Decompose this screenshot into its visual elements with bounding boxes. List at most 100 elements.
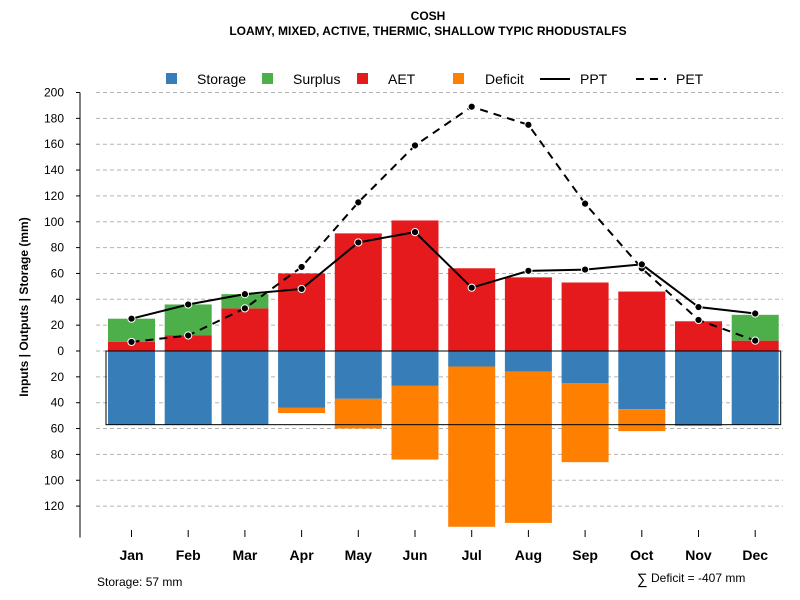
storage-bar [618,351,666,410]
chart-subtitle: LOAMY, MIXED, ACTIVE, THERMIC, SHALLOW T… [229,24,626,38]
sigma-icon: ∑ [637,571,648,588]
surplus-bar [731,314,779,341]
x-tick-label: Apr [290,547,315,563]
aet-bar [731,340,779,351]
surplus-bar [221,294,269,309]
pet-point [297,262,306,272]
ppt-point [240,290,249,299]
legend-label: Deficit [485,71,524,87]
storage-bar [334,351,382,399]
y-tick-label: 40 [51,396,65,410]
x-tick-label: Mar [232,547,257,563]
surplus-bar [108,318,155,342]
aet-bar [618,291,666,351]
pet-point [240,304,249,313]
bars [108,220,779,527]
legend-label: PPT [580,71,608,87]
x-tick-label: Nov [685,547,712,563]
y-tick-label: 180 [44,111,64,125]
aet-bar [561,282,609,351]
y-tick-label: 120 [44,499,64,513]
deficit-bar [504,371,552,523]
chart-title: COSH [411,9,446,23]
x-tick-label: May [345,547,372,563]
pet-point [354,198,363,207]
surplus-bar [164,304,212,336]
y-tick-label: 40 [51,292,65,306]
x-tick-label: Aug [515,547,542,563]
deficit-bar [334,398,382,429]
y-tick-label: 60 [51,422,65,436]
y-tick-label: 140 [44,163,64,177]
ppt-line [131,231,756,320]
pet-point [581,199,590,208]
storage-bar [221,351,269,425]
storage-bar [675,351,722,425]
x-tick-label: Jan [119,547,143,563]
ppt-point [751,309,760,318]
deficit-bar [561,383,609,463]
pet-point [751,336,760,345]
y-tick-label: 120 [44,189,64,203]
y-tick-label: 0 [57,344,64,358]
deficit-bar [391,385,439,460]
legend-label: Storage [197,71,246,87]
x-tick-label: Sep [572,547,598,563]
ppt-point [410,227,420,237]
legend-label: Surplus [293,71,340,87]
pet-point [467,102,476,111]
legend-swatch [262,73,273,84]
x-tick-label: Dec [742,547,768,563]
x-axis: Jan Feb Mar Apr May Jun Jul Aug Sep Oct Nov Dec [119,530,768,563]
deficit-bar [448,366,496,527]
pet-point [524,120,533,129]
deficit-bar [675,424,722,426]
storage-bar [391,351,439,386]
aet-bar [391,220,439,351]
aet-bar [164,335,212,351]
y-tick-label: 20 [51,318,65,332]
y-tick-label: 100 [44,215,64,229]
storage-note: Storage: 57 mm [97,575,182,589]
legend-swatch [453,73,464,84]
ppt-point [581,265,590,274]
pet-point [694,315,703,325]
legend-swatch [357,73,368,84]
x-tick-label: Jun [403,547,428,563]
ppt-point [297,284,306,294]
y-tick-label: 60 [51,266,65,280]
aet-bar [448,268,496,351]
legend-label: PET [676,71,704,87]
pet-point [410,141,420,150]
ppt-point [694,302,703,312]
legend-swatch [166,73,177,84]
y-tick-label: 80 [51,241,65,255]
ppt-point [637,260,646,269]
grid-lines [96,92,783,507]
y-tick-label: 100 [44,473,64,487]
series-lines [127,102,760,347]
storage-bar [504,351,552,372]
deficit-bar [618,409,666,432]
legend-label: AET [388,71,416,87]
x-tick-label: Jul [462,547,482,563]
aet-bar [504,277,552,351]
y-axis-label: Inputs | Outputs | Storage (mm) [17,217,31,396]
pet-point [127,337,136,347]
aet-bar [221,308,269,351]
storage-bar [561,351,609,384]
aet-bar [334,233,382,351]
storage-capacity-box [105,350,782,426]
y-tick-label: 20 [51,370,65,384]
ppt-point [184,300,193,309]
storage-bar [164,351,212,425]
deficit-note: Deficit = -407 mm [651,571,745,585]
y-axis: 2001801601401201008060402002040608010012… [44,86,81,538]
legend: Storage Surplus AET Deficit PPT PET [166,71,704,87]
y-tick-label: 80 [51,447,65,461]
storage-bar [108,351,155,425]
storage-bar [731,351,779,425]
ppt-point [127,314,136,323]
deficit-bar [278,407,326,414]
